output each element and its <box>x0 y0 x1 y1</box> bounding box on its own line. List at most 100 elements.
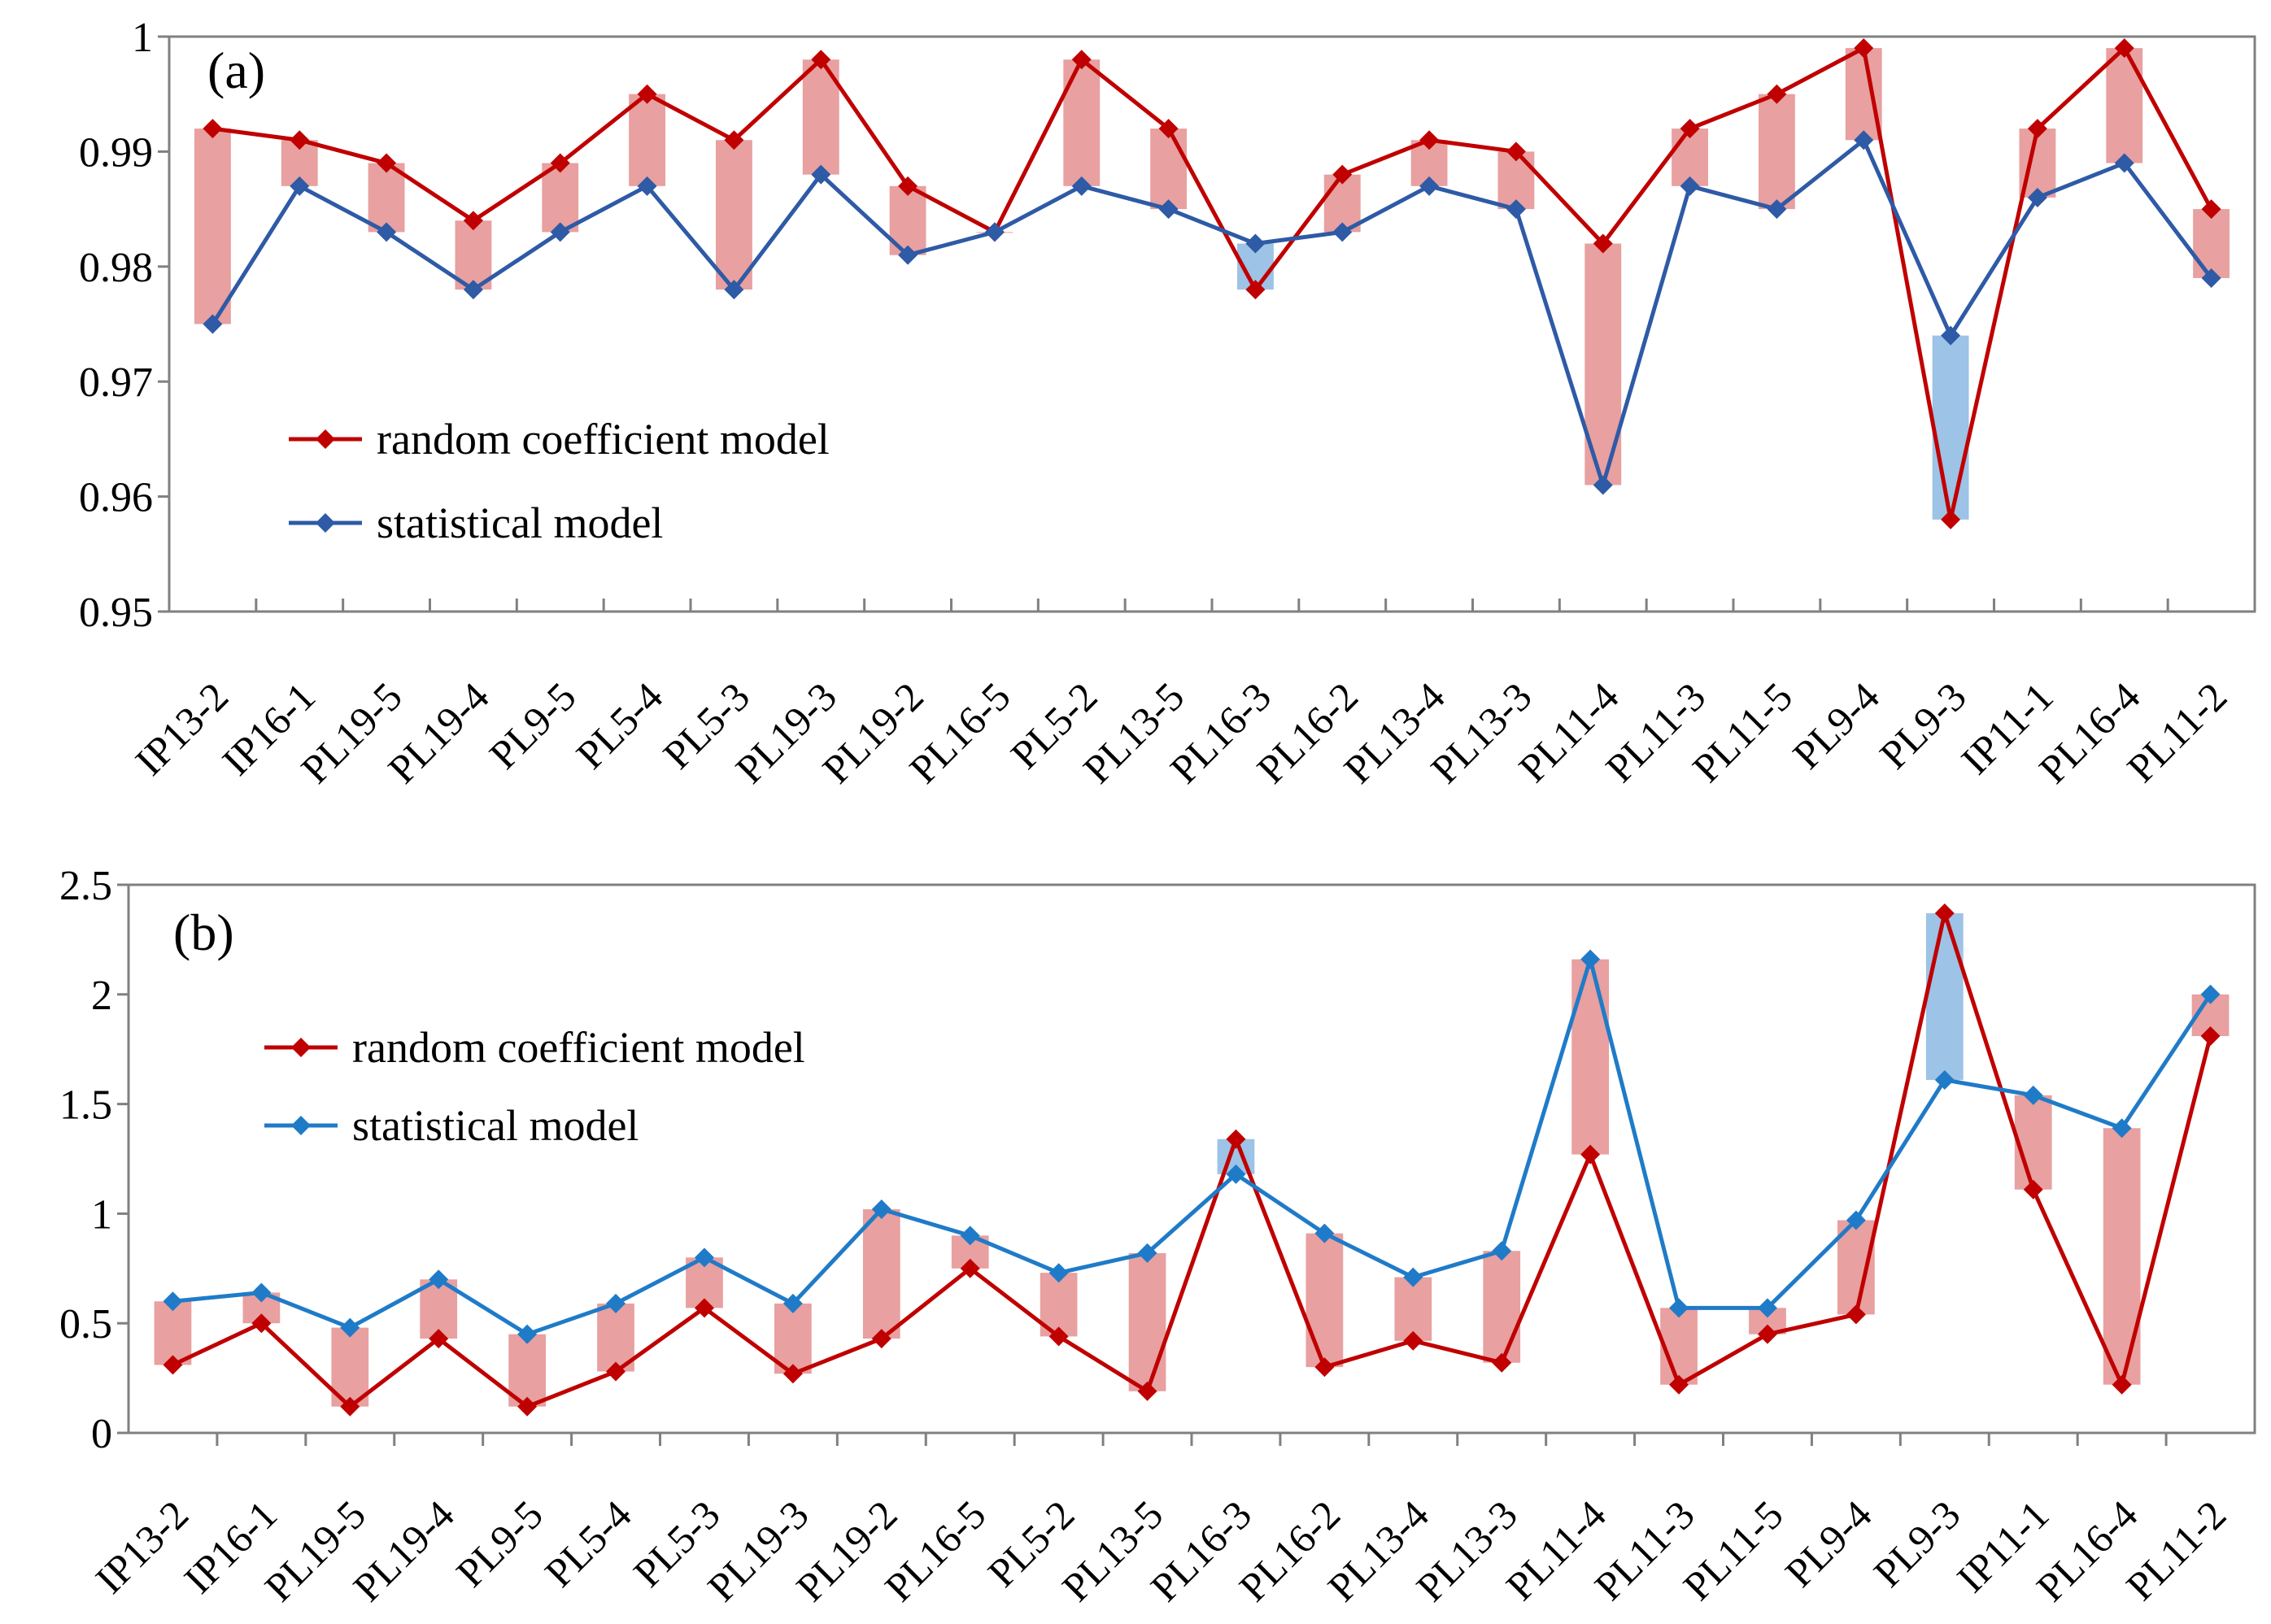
legend-label: statistical model <box>352 1101 639 1150</box>
data-point <box>163 1355 183 1375</box>
y-tick-label: 0.96 <box>79 475 153 521</box>
legend-swatch-marker <box>316 429 335 449</box>
x-tick-label: PL11-4 <box>1510 673 1627 790</box>
data-point <box>163 1291 183 1312</box>
data-point <box>2200 1026 2221 1047</box>
x-tick-label: PL13-3 <box>1422 673 1541 792</box>
data-point <box>2201 199 2221 220</box>
y-tick-label: 0.98 <box>79 245 153 291</box>
difference-bar <box>1483 1251 1521 1363</box>
data-point <box>2112 1118 2132 1139</box>
data-point <box>606 1361 626 1382</box>
difference-bar <box>1150 128 1188 210</box>
data-point <box>429 1329 449 1349</box>
y-tick-label: 0 <box>91 1411 112 1457</box>
x-tick-label: PL16-4 <box>2030 673 2149 792</box>
legend-swatch-marker <box>291 1116 311 1135</box>
difference-bar <box>154 1301 192 1365</box>
difference-bar <box>1063 59 1101 186</box>
data-point <box>2112 1374 2132 1395</box>
y-tick-label: 0.97 <box>79 359 153 406</box>
y-tick-label: 1 <box>91 1191 112 1238</box>
x-tick-label: PL13-4 <box>1319 1491 1437 1610</box>
data-point <box>1314 1357 1335 1378</box>
data-point <box>637 176 657 196</box>
data-point <box>1332 222 1353 242</box>
data-point <box>1158 199 1179 220</box>
data-point <box>606 1293 626 1313</box>
data-point <box>984 222 1005 242</box>
x-tick-label: PL13-5 <box>1053 1491 1172 1610</box>
difference-bar <box>1394 1277 1432 1341</box>
difference-bar <box>1932 335 1969 520</box>
data-point <box>1580 949 1601 969</box>
difference-bar <box>2103 1128 2141 1385</box>
data-point <box>1492 1352 1512 1373</box>
data-point <box>1669 1298 1689 1318</box>
x-tick-label: PL16-4 <box>2028 1491 2147 1610</box>
data-point <box>1757 1324 1777 1344</box>
y-tick-label: 1 <box>132 15 153 61</box>
difference-bar <box>2014 1095 2052 1190</box>
series-line <box>212 46 2213 522</box>
data-point <box>2023 1179 2043 1199</box>
data-point <box>1245 280 1266 300</box>
data-point <box>377 222 397 242</box>
data-point <box>724 130 744 150</box>
data-point <box>2201 268 2221 288</box>
x-tick-label: PL9-4 <box>1776 1491 1881 1596</box>
data-point <box>1492 1241 1512 1261</box>
x-tick-label: PL19-4 <box>344 1491 463 1610</box>
data-point <box>1048 1326 1069 1347</box>
x-tick-label: PL19-2 <box>787 1491 906 1610</box>
difference-bar <box>629 94 666 186</box>
y-tick-label: 2.5 <box>59 863 112 909</box>
x-tick-label: PL11-3 <box>1597 673 1714 790</box>
difference-bar <box>542 163 579 233</box>
panel-b: 00.511.522.5IP13-2IP16-1PL19-5PL19-4PL9-… <box>59 863 2256 1610</box>
data-point <box>2027 187 2047 207</box>
legend-label: random coefficient model <box>352 1023 805 1072</box>
x-tick-label: PL19-4 <box>379 673 498 792</box>
x-tick-label: PL16-3 <box>1142 1491 1261 1610</box>
data-point <box>1680 119 1700 139</box>
data-point <box>2200 984 2221 1004</box>
data-point <box>1757 1298 1777 1318</box>
data-point <box>251 1282 272 1303</box>
data-point <box>1403 1330 1423 1351</box>
panel-label: (a) <box>207 41 265 99</box>
x-tick-label: PL9-5 <box>447 1491 551 1596</box>
data-point <box>550 153 570 173</box>
y-tick-label: 2 <box>91 973 112 1019</box>
x-tick-label: PL11-4 <box>1497 1491 1615 1609</box>
data-point <box>1669 1374 1689 1395</box>
difference-bar <box>862 1209 900 1339</box>
x-tick-label: PL9-3 <box>1871 673 1975 777</box>
data-point <box>1048 1263 1069 1283</box>
difference-bar <box>1758 94 1795 210</box>
data-point <box>203 119 223 139</box>
difference-bar <box>1305 1233 1344 1368</box>
data-point <box>811 164 831 185</box>
difference-bar <box>715 140 752 290</box>
data-point <box>2023 1085 2043 1105</box>
data-point <box>1846 1210 1866 1230</box>
data-point <box>517 1396 538 1417</box>
data-point <box>1593 475 1613 495</box>
data-point <box>1226 1164 1246 1184</box>
data-point <box>1226 1129 1246 1149</box>
difference-bar <box>368 163 405 233</box>
data-point <box>898 176 918 196</box>
x-tick-label: PL9-4 <box>1784 673 1888 777</box>
data-point <box>1314 1223 1335 1243</box>
data-point <box>1071 50 1092 70</box>
data-point <box>1854 38 1874 59</box>
data-point <box>1846 1304 1866 1325</box>
series-line <box>172 957 2212 1337</box>
data-point <box>1419 130 1440 150</box>
data-point <box>1934 903 1955 924</box>
data-point <box>1767 84 1787 104</box>
data-point <box>463 211 483 231</box>
x-tick-label: PL11-3 <box>1585 1491 1702 1609</box>
data-point <box>340 1396 360 1417</box>
